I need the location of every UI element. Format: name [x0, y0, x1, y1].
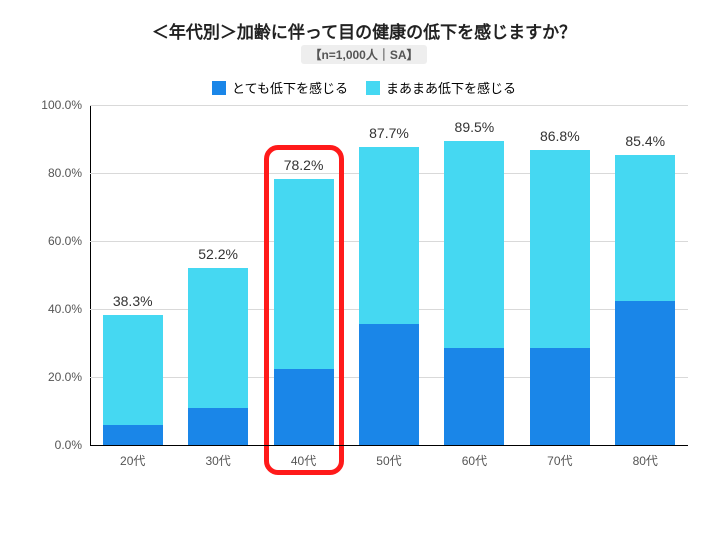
- plot-area: 0.0%20.0%40.0%60.0%80.0%100.0%38.3%52.2%…: [90, 105, 688, 475]
- bar-total-label: 78.2%: [284, 157, 324, 173]
- bar: 86.8%: [530, 150, 590, 445]
- legend-item-series2: まあまあ低下を感じる: [366, 78, 516, 97]
- bar: 78.2%: [274, 179, 334, 445]
- bar-slot: 86.8%: [517, 105, 602, 445]
- bar-slot: 78.2%: [261, 105, 346, 445]
- legend-label-series1: とても低下を感じる: [232, 78, 348, 97]
- x-tick-label: 80代: [603, 446, 688, 475]
- bars-row: 38.3% 52.2% 78.2% 87.7% 89.5% 86.8% 85.4%: [90, 105, 688, 445]
- y-tick-label: 40.0%: [32, 302, 82, 316]
- legend-swatch-series2: [366, 81, 380, 95]
- bar-segment-series2: [103, 315, 163, 425]
- bar-segment-series2: [615, 155, 675, 301]
- bar-segment-series2: [530, 150, 590, 348]
- bar: 87.7%: [359, 147, 419, 445]
- bar-total-label: 87.7%: [369, 125, 409, 141]
- x-axis: 20代30代40代50代60代70代80代: [90, 445, 688, 475]
- chart-title: ＜年代別＞加齢に伴って目の健康の低下を感じますか？: [30, 18, 698, 43]
- bar-total-label: 89.5%: [455, 119, 495, 135]
- legend-item-series1: とても低下を感じる: [212, 78, 348, 97]
- x-tick-label: 70代: [517, 446, 602, 475]
- bar-segment-series2: [444, 141, 504, 348]
- bar-total-label: 85.4%: [625, 133, 665, 149]
- bar: 89.5%: [444, 141, 504, 445]
- x-tick-label: 40代: [261, 446, 346, 475]
- bar-segment-series2: [274, 179, 334, 368]
- bar-segment-series1: [103, 425, 163, 445]
- x-tick-label: 60代: [432, 446, 517, 475]
- bar-slot: 52.2%: [175, 105, 260, 445]
- bar-segment-series1: [188, 408, 248, 445]
- bar-slot: 85.4%: [603, 105, 688, 445]
- y-tick-label: 0.0%: [32, 438, 82, 452]
- bar-slot: 87.7%: [346, 105, 431, 445]
- bar-segment-series1: [359, 324, 419, 445]
- bar-segment-series1: [615, 301, 675, 445]
- legend-swatch-series1: [212, 81, 226, 95]
- bar: 38.3%: [103, 315, 163, 445]
- bar-slot: 38.3%: [90, 105, 175, 445]
- bar-segment-series1: [530, 348, 590, 445]
- y-tick-label: 20.0%: [32, 370, 82, 384]
- bar-total-label: 38.3%: [113, 293, 153, 309]
- legend-label-series2: まあまあ低下を感じる: [386, 78, 516, 97]
- bar: 85.4%: [615, 155, 675, 445]
- bar-total-label: 86.8%: [540, 128, 580, 144]
- bar-segment-series2: [188, 268, 248, 408]
- bar-slot: 89.5%: [432, 105, 517, 445]
- bar-segment-series2: [359, 147, 419, 324]
- chart-subtitle: 【n=1,000人｜SA】: [301, 45, 426, 64]
- bar-total-label: 52.2%: [198, 246, 238, 262]
- x-tick-label: 30代: [175, 446, 260, 475]
- y-tick-label: 60.0%: [32, 234, 82, 248]
- bar-segment-series1: [444, 348, 504, 445]
- chart-container: ＜年代別＞加齢に伴って目の健康の低下を感じますか？ 【n=1,000人｜SA】 …: [0, 0, 728, 546]
- y-tick-label: 100.0%: [32, 98, 82, 112]
- legend: とても低下を感じる まあまあ低下を感じる: [30, 78, 698, 97]
- y-tick-label: 80.0%: [32, 166, 82, 180]
- bar-segment-series1: [274, 369, 334, 445]
- x-tick-label: 20代: [90, 446, 175, 475]
- x-tick-label: 50代: [346, 446, 431, 475]
- bar: 52.2%: [188, 268, 248, 445]
